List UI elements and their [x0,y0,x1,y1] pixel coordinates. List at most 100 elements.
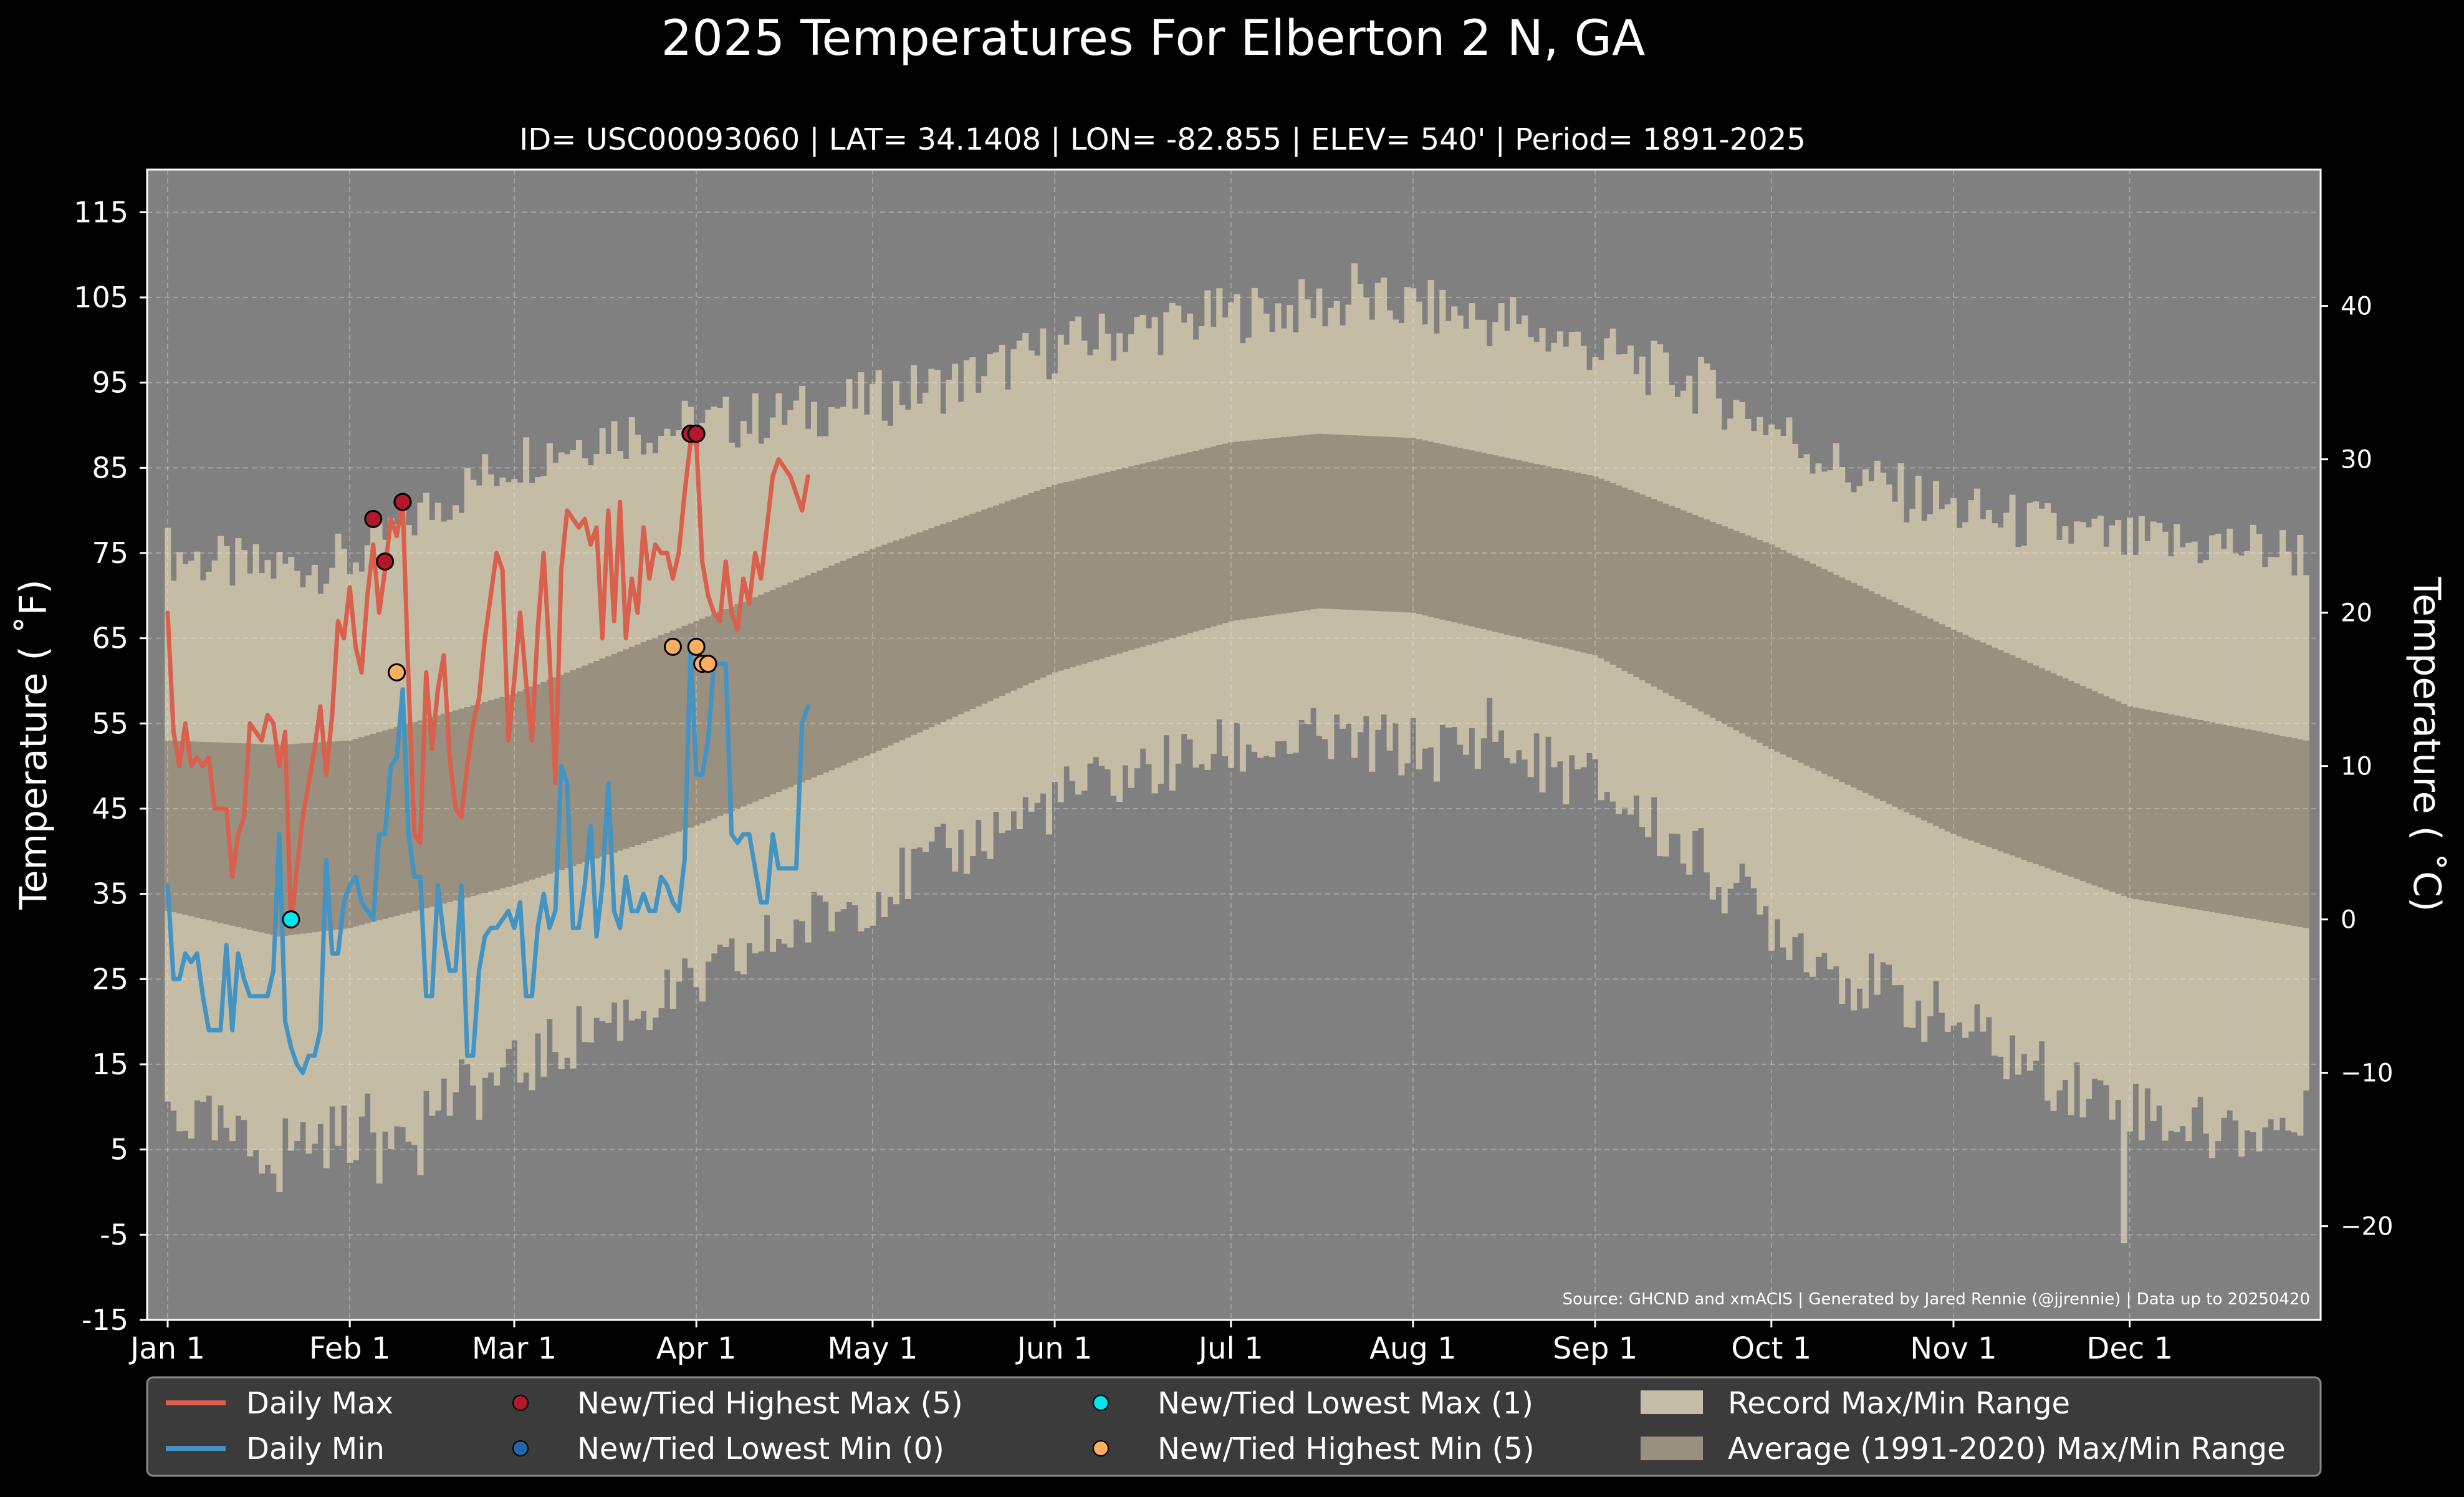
normal-range-bar [1463,449,1470,625]
normal-range-bar [775,587,782,792]
normal-range-bar [1956,632,1963,837]
normal-range-bar [1245,440,1252,619]
normal-range-bar [2009,655,2016,856]
legend-high-min-label: New/Tied Highest Min (5) [1158,1432,1535,1466]
normal-range-bar [1662,503,1669,693]
y-tick-label-left: 15 [92,1047,128,1081]
normal-range-bar [2291,738,2298,927]
record-high-min-point [388,663,406,681]
normal-range-bar [1851,583,1858,788]
normal-range-bar [1386,436,1393,612]
legend-normal-range-label: Average (1991-2020) Max/Min Range [1728,1432,2286,1466]
normal-range-bar [2015,658,2021,858]
y-tick-label-right: 10 [2341,753,2372,781]
normal-range-bar [1075,479,1082,666]
normal-range-bar [1269,438,1276,615]
normal-range-bar [2026,663,2033,862]
normal-range-bar [305,743,312,933]
normal-range-bar [1757,540,1763,743]
record-markers [282,425,717,929]
normal-range-bar [1340,435,1346,610]
normal-range-bar [1745,535,1752,737]
normal-range-bar [1151,460,1158,643]
normal-range-bar [188,741,194,917]
y-tick-label-right: 40 [2341,292,2372,321]
y-axis-label-right: Temperature ( ˚C) [2405,577,2448,912]
normal-range-bar [1768,544,1775,749]
normal-range-bar [1844,580,1851,785]
normal-range-bar [1645,496,1652,684]
normal-range-bar [2086,688,2092,883]
normal-range-bar [1727,528,1734,728]
plot-area: Source: GHCND and xmACIS | Generated by … [146,168,2322,1321]
normal-range-bar [711,614,717,819]
normal-range-bar [1204,448,1211,628]
normal-range-bar [664,633,671,835]
normal-range-bar [1692,514,1699,709]
normal-range-bar [2261,732,2268,922]
normal-range-bar [1498,456,1505,633]
normal-range-bar [652,637,659,839]
normal-range-bar [846,558,853,763]
normal-range-bar [1709,521,1716,718]
normal-range-bar [1310,434,1317,610]
normal-range-bar [758,594,765,799]
record-high-max-point [364,509,383,528]
normal-range-bar [1451,446,1458,623]
plot-frame [146,168,2322,1321]
normal-range-bar [1704,519,1710,715]
normal-range-bar [2167,714,2174,905]
normal-range-bar [176,741,183,914]
x-tick-label: Oct 1 [1731,1331,1811,1366]
normal-range-bar [1545,466,1552,645]
normal-range-bar [2250,730,2256,919]
normal-range-bar [529,686,535,880]
normal-range-bar [887,542,894,746]
normal-range-bar [1381,436,1388,612]
y-tick-label-left: 5 [110,1133,128,1167]
normal-range-bar [1674,508,1681,700]
normal-range-bar [934,526,941,725]
normal-range-bar [923,530,929,730]
legend-high-max-marker [512,1395,529,1411]
normal-range-bar [1527,463,1534,640]
normal-range-bar [1280,437,1287,614]
legend-daily-min-label: Daily Min [246,1432,385,1466]
normal-range-bar [2056,675,2063,873]
normal-range-bar [1868,591,1875,796]
normal-range-bar [252,744,259,931]
normal-range-bar [294,743,300,935]
y-tick-label-left: 25 [92,962,128,996]
normal-range-bar [787,582,794,787]
normal-range-bar [1398,437,1405,612]
normal-range-bar [2162,713,2169,905]
record-high-min-point [663,637,682,656]
y-tick-label-left: 35 [92,877,128,911]
normal-range-bar [1128,466,1134,650]
normal-range-bar [1962,635,1969,839]
normal-range-bar [429,717,436,907]
normal-range-bar [570,670,577,867]
normal-range-bar [1105,472,1111,657]
normal-range-bar [1492,455,1499,632]
y-tick-label-left: 55 [92,706,128,740]
normal-range-bar [1110,470,1117,655]
y-tick-label-left: 95 [92,366,128,400]
normal-range-bar [1439,444,1446,620]
legend: Daily Max Daily Min New/Tied Highest Max… [146,1376,2322,1477]
normal-range-bar [1345,435,1352,610]
source-note: Source: GHCND and xmACIS | Generated by … [1562,1290,2310,1309]
y-tick-label-right: −20 [2341,1213,2393,1241]
normal-range-bar [916,532,923,733]
legend-high-max-label: New/Tied Highest Max (5) [577,1386,963,1421]
normal-range-bar [1357,435,1364,610]
legend-box [146,1376,2322,1477]
normal-range-bar [1222,443,1229,623]
normal-range-bar [593,661,600,859]
normal-range-bar [1568,471,1575,650]
normal-range-bar [1469,450,1475,627]
normal-range-bar [165,740,171,911]
normal-range-bar [1363,436,1369,611]
normal-range-bar [1921,615,1928,821]
